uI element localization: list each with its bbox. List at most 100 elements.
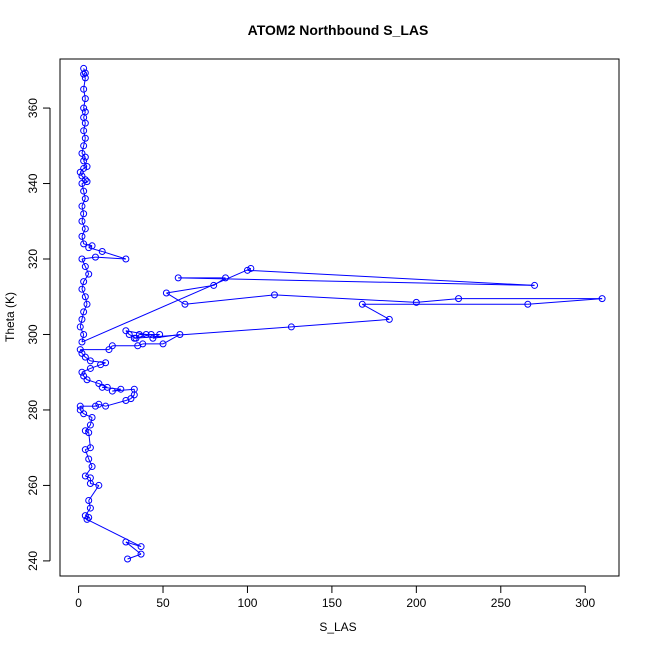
- x-tick-label: 0: [75, 596, 82, 610]
- data-point: [130, 334, 138, 342]
- data-point: [83, 300, 91, 308]
- data-point: [85, 455, 93, 463]
- series-segment: [105, 400, 126, 407]
- series-segment: [81, 213, 85, 222]
- data-point: [78, 202, 86, 210]
- data-point: [83, 163, 91, 171]
- data-point: [122, 255, 130, 263]
- data-point: [85, 244, 93, 252]
- series-segment: [166, 284, 214, 294]
- data-point: [81, 512, 89, 520]
- data-point: [103, 383, 111, 391]
- series-segment: [81, 311, 85, 320]
- data-point: [80, 240, 88, 248]
- series-segment: [95, 256, 126, 260]
- data-point: [412, 298, 420, 306]
- series-segment: [81, 256, 96, 260]
- series-segment: [86, 379, 99, 385]
- series-segment: [166, 292, 186, 305]
- series-segment: [83, 413, 93, 418]
- series-segment: [98, 383, 108, 388]
- data-point: [247, 264, 255, 272]
- data-point: [137, 550, 145, 558]
- series-segment: [89, 417, 93, 426]
- series-segment: [83, 98, 86, 109]
- data-point: [80, 308, 88, 316]
- series-segment: [83, 130, 86, 139]
- data-point: [95, 400, 103, 408]
- series-segment: [79, 409, 85, 415]
- series-segment: [84, 466, 93, 477]
- data-point: [124, 555, 132, 563]
- data-point: [86, 504, 94, 512]
- series-segment: [90, 364, 101, 369]
- data-point: [98, 247, 106, 255]
- data-point: [86, 364, 94, 372]
- x-tick-label: 200: [406, 596, 426, 610]
- data-point: [85, 429, 93, 437]
- y-tick-label: 280: [26, 400, 40, 420]
- data-point: [85, 497, 93, 505]
- series-segment: [79, 319, 83, 328]
- series-segment: [81, 258, 86, 267]
- data-point: [80, 187, 88, 195]
- data-point: [81, 195, 89, 203]
- series-segment: [108, 345, 113, 350]
- data-point: [102, 359, 110, 367]
- series-segment: [81, 334, 85, 343]
- data-point: [78, 285, 86, 293]
- x-tick-label: 150: [322, 596, 342, 610]
- data-point: [88, 414, 96, 422]
- data-point: [81, 134, 89, 142]
- data-point: [78, 149, 86, 157]
- data-point: [81, 293, 89, 301]
- data-point: [88, 242, 96, 250]
- data-point: [80, 330, 88, 338]
- x-tick-label: 300: [575, 596, 595, 610]
- series-segment: [86, 518, 142, 548]
- data-point: [108, 342, 116, 350]
- chart-title: ATOM2 Northbound S_LAS: [248, 22, 429, 38]
- data-point: [78, 172, 86, 180]
- data-point: [243, 266, 251, 274]
- series-segment: [81, 221, 86, 230]
- series-segment: [81, 228, 86, 237]
- data-point: [210, 281, 218, 289]
- data-point: [80, 157, 88, 165]
- series-segment: [247, 269, 535, 286]
- data-point: [598, 295, 606, 303]
- series-segment: [81, 145, 85, 154]
- data-point: [78, 232, 86, 240]
- y-tick-label: 320: [26, 249, 40, 269]
- x-tick-label: 250: [491, 596, 511, 610]
- y-axis-label: Theta (K): [3, 292, 17, 342]
- data-point: [122, 538, 130, 546]
- series-segment: [84, 296, 88, 305]
- data-point: [80, 210, 88, 218]
- series-segment: [291, 318, 390, 328]
- series-segment: [79, 168, 85, 173]
- data-point: [122, 327, 130, 335]
- data-point: [85, 270, 93, 278]
- data-point: [81, 472, 89, 480]
- data-point: [76, 346, 84, 354]
- data-point: [156, 330, 164, 338]
- series-segment: [184, 294, 275, 305]
- y-tick-label: 340: [26, 173, 40, 193]
- data-point: [80, 64, 88, 72]
- data-point: [78, 338, 86, 346]
- data-point: [80, 104, 88, 112]
- series-segment: [83, 89, 86, 99]
- series-segment: [88, 458, 93, 467]
- series-segment: [134, 326, 292, 339]
- data-point: [222, 274, 230, 282]
- data-point: [78, 315, 86, 323]
- series-segment: [127, 553, 142, 560]
- series-segment: [90, 483, 99, 486]
- data-point: [80, 142, 88, 150]
- series-segment: [130, 394, 135, 399]
- data-point: [102, 402, 110, 410]
- series-segment: [84, 179, 88, 182]
- series-segment: [83, 138, 86, 146]
